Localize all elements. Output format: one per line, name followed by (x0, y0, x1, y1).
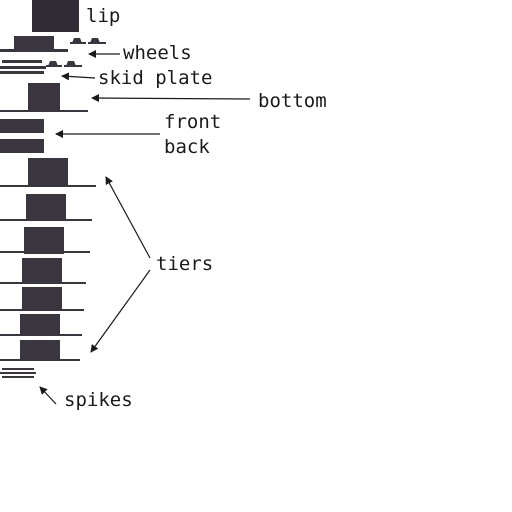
tier-2 (0, 194, 92, 221)
tiers-arrow-up (105, 176, 151, 259)
label-lip: lip (86, 5, 120, 27)
wheels-part (0, 36, 106, 52)
spikes-part (0, 368, 36, 378)
lip-part (32, 0, 79, 32)
label-tiers: tiers (156, 253, 213, 275)
label-wheels: wheels (123, 42, 192, 64)
front-part (0, 119, 44, 133)
skid-plate-arrow (61, 72, 96, 81)
bottom-part (0, 83, 88, 112)
tier-1 (0, 158, 96, 187)
tier-7 (0, 340, 80, 361)
spikes-arrow (39, 386, 57, 405)
tier-4 (0, 258, 86, 284)
skid-plate-part (0, 60, 82, 74)
label-bottom: bottom (258, 90, 327, 112)
label-spikes: spikes (64, 389, 133, 411)
tier-parts (0, 158, 96, 361)
tier-6 (0, 314, 82, 336)
label-skid-plate: skid plate (98, 67, 212, 89)
tier-5 (0, 287, 84, 311)
tiers-arrow-down (90, 269, 151, 353)
label-front: front (164, 111, 221, 133)
label-back: back (164, 136, 210, 158)
bottom-arrow (91, 94, 251, 103)
callout-arrows (39, 50, 251, 405)
back-part (0, 139, 44, 153)
sprite-parts (0, 0, 106, 378)
tier-3 (0, 227, 90, 254)
labels: lip wheels skid plate bottom front back … (64, 5, 327, 411)
